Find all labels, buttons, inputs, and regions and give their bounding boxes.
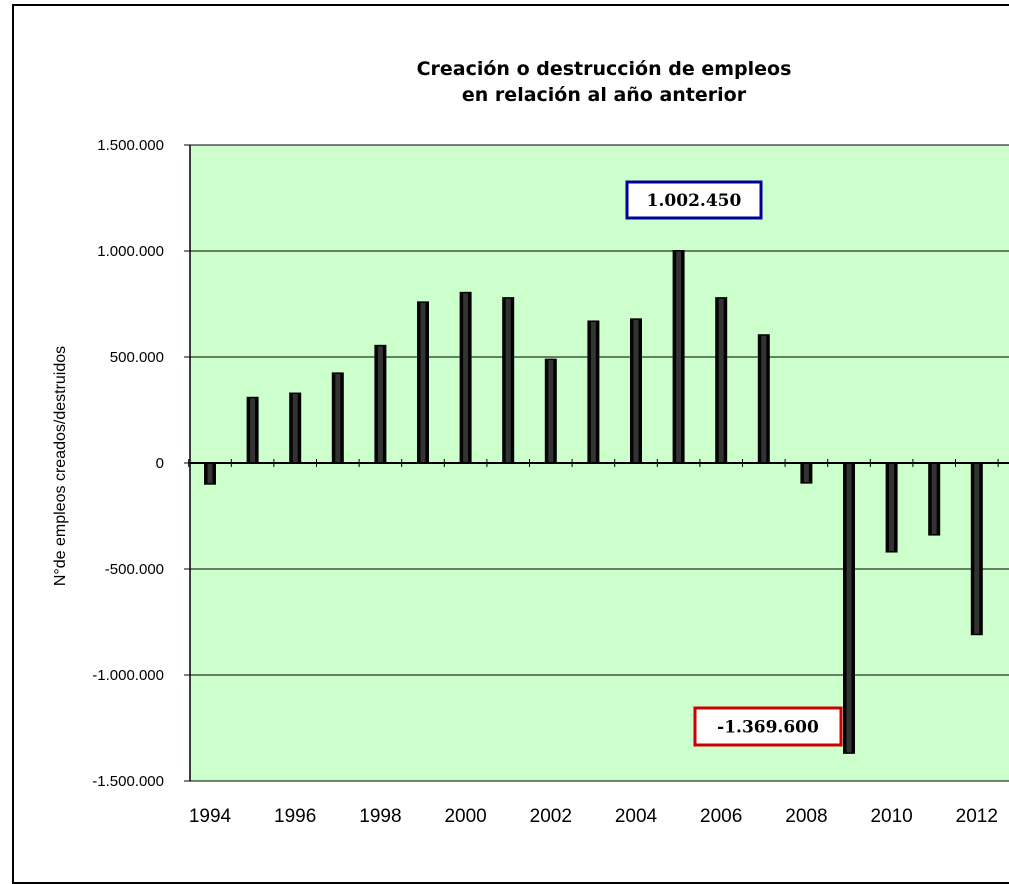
y-axis-label: N°de empleos creados/destruidos [52,346,69,586]
bar [331,372,344,464]
callouts: 1.002.450 -1.369.600 [625,180,843,747]
y-tick-label: -1.500.000 [92,773,164,790]
bar [970,462,983,636]
bar [289,392,302,464]
x-tick-label: 2008 [785,806,827,827]
x-tick-label: 1996 [274,806,316,827]
bar [544,358,557,464]
bar [417,301,429,464]
x-tick-label: 2006 [700,806,742,827]
y-tick-label: 1.500.000 [97,137,164,154]
bar [715,297,728,464]
callout-label: -1.369.600 [717,718,819,738]
bar [672,249,685,464]
x-tick-label: 2004 [615,806,658,827]
x-tick-label: 2010 [870,806,912,827]
x-tick-label: 2012 [956,806,998,827]
bar [800,462,813,484]
y-tick-label: -1.000.000 [92,667,164,684]
chart-title-line-2: en relación al año anterior [462,84,747,106]
chart-title-line-1: Creación o destrucción de empleos [417,58,792,80]
y-tick-label: -500.000 [105,561,164,578]
x-tick-label: 2000 [444,806,486,827]
x-tick-label: 1998 [359,806,401,827]
x-axis-ticks: 1994 1996 1998 2000 2002 2004 2006 2008 2010 2012 [189,806,998,827]
bar [204,462,216,485]
y-tick-label: 0 [156,455,164,472]
y-tick-label: 500.000 [110,349,164,366]
bar [459,291,472,464]
y-axis-ticks: 1.500.000 1.000.000 500.000 0 -500.000 -1.000… [92,137,190,790]
callout-label: 1.002.450 [647,191,742,211]
value-callout: 1.002.450 [625,180,763,220]
x-tick-label: 1994 [189,806,232,827]
bar [246,396,259,464]
value-callout: -1.369.600 [693,706,843,747]
bar [374,344,387,464]
bar [587,320,600,464]
axes [188,145,1009,781]
bar [757,334,770,464]
bar [502,297,515,464]
bar [630,318,642,464]
bars [204,249,983,754]
bar [928,462,941,536]
bar [885,462,898,553]
x-tick-label: 2002 [530,806,572,827]
y-tick-label: 1.000.000 [97,243,164,260]
bar [843,462,855,754]
